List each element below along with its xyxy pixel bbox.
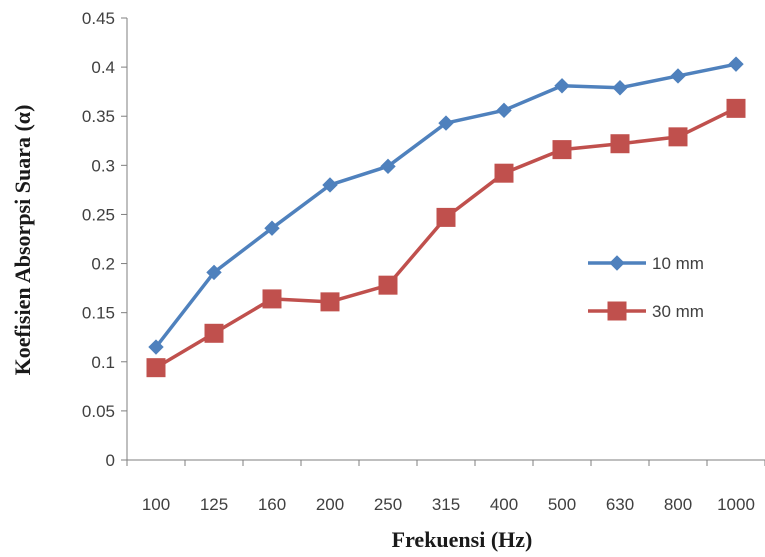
y-tick-label: 0.35 xyxy=(82,107,115,126)
legend-item: 10 mm xyxy=(588,254,704,273)
data-point-diamond xyxy=(148,339,164,355)
data-point-square xyxy=(262,289,282,309)
y-axis-title: Koefisien Absorpsi Suara (α) xyxy=(10,105,35,376)
y-tick-label: 0.25 xyxy=(82,205,115,224)
x-tick-label: 800 xyxy=(664,495,692,514)
x-tick-label: 630 xyxy=(606,495,634,514)
x-tick-label: 200 xyxy=(316,495,344,514)
x-tick-label: 100 xyxy=(142,495,170,514)
y-tick-label: 0.05 xyxy=(82,402,115,421)
x-tick-label: 250 xyxy=(374,495,402,514)
legend-item: 30 mm xyxy=(588,301,704,321)
data-point-diamond xyxy=(206,264,222,281)
data-point-diamond xyxy=(380,158,396,175)
data-point-diamond xyxy=(264,220,280,236)
data-point-square xyxy=(204,323,224,343)
data-point-square xyxy=(146,358,166,378)
x-tick-label: 125 xyxy=(200,495,228,514)
x-axis-ticks: 100 125 160 200 250 315 400 500 630 800 1000 xyxy=(126,460,765,514)
data-point-diamond xyxy=(609,255,625,271)
x-tick-label: 160 xyxy=(258,495,286,514)
data-point-diamond xyxy=(554,78,570,94)
data-point-diamond xyxy=(496,102,512,119)
y-tick-label: 0.15 xyxy=(82,304,115,323)
data-point-square xyxy=(378,275,398,295)
data-point-diamond xyxy=(612,80,628,96)
x-tick-label: 1000 xyxy=(717,495,755,514)
series-line xyxy=(154,62,737,349)
data-point-square xyxy=(320,292,340,312)
series-line xyxy=(155,106,737,370)
y-tick-label: 0 xyxy=(106,451,115,470)
y-axis-ticks: 0 0.05 0.1 0.15 0.2 0.25 0.3 0.35 0.4 0.45 xyxy=(82,9,127,470)
legend-label: 10 mm xyxy=(652,254,704,273)
y-tick-label: 0.45 xyxy=(82,9,115,28)
data-point-square xyxy=(610,134,630,154)
data-point-diamond xyxy=(728,56,744,72)
legend-label: 30 mm xyxy=(652,302,704,321)
data-point-square xyxy=(668,127,688,147)
data-point-diamond xyxy=(322,177,338,193)
legend: 10 mm 30 mm xyxy=(588,254,704,321)
data-point-square xyxy=(607,301,627,321)
y-tick-label: 0.2 xyxy=(91,255,115,274)
x-tick-label: 400 xyxy=(490,495,518,514)
data-point-square xyxy=(726,98,746,118)
data-point-diamond xyxy=(438,115,454,131)
y-tick-label: 0.1 xyxy=(91,353,115,372)
y-tick-label: 0.3 xyxy=(91,156,115,175)
data-point-diamond xyxy=(670,68,686,84)
data-point-square xyxy=(436,207,456,227)
data-point-square xyxy=(494,163,514,183)
series-2 xyxy=(146,98,746,378)
data-point-square xyxy=(552,140,572,160)
x-axis-title: Frekuensi (Hz) xyxy=(392,527,533,552)
series-group xyxy=(146,56,746,378)
x-tick-label: 500 xyxy=(548,495,576,514)
series-1 xyxy=(148,56,744,355)
x-tick-label: 315 xyxy=(432,495,460,514)
y-tick-label: 0.4 xyxy=(91,58,115,77)
